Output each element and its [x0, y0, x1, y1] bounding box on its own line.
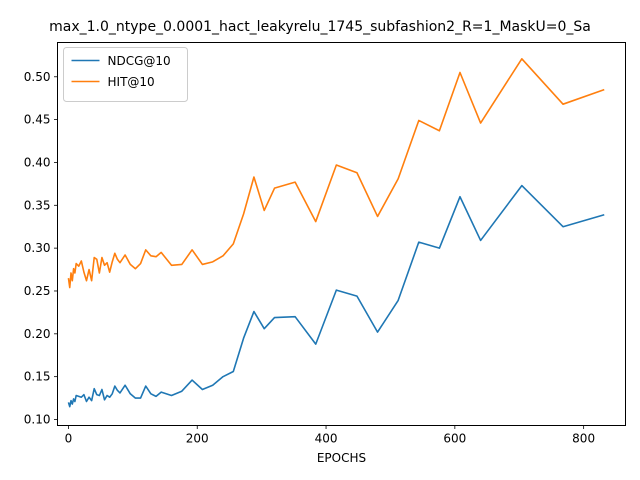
legend: NDCG@10 HIT@10 — [63, 47, 188, 102]
y-tick-label: 0.25 — [24, 284, 51, 298]
x-axis-label: EPOCHS — [317, 451, 366, 465]
x-axis: 0 200 400 600 800 — [65, 425, 595, 446]
y-tick-label: 0.40 — [24, 155, 51, 169]
y-axis: 0.10 0.15 0.20 0.25 0.30 0.35 0.40 0.45 0.50 — [24, 70, 58, 427]
x-tick-label: 800 — [572, 432, 595, 446]
x-tick-label: 200 — [186, 432, 209, 446]
y-tick-label: 0.10 — [24, 413, 51, 427]
series-line-hit-10 — [67, 57, 605, 289]
axes-frame — [57, 42, 626, 426]
y-tick-label: 0.20 — [24, 327, 51, 341]
y-tick-label: 0.30 — [24, 241, 51, 255]
x-tick-label: 0 — [65, 432, 73, 446]
chart-title: max_1.0_ntype_0.0001_hact_leakyrelu_1745… — [49, 19, 591, 35]
series-line-ndcg-10 — [67, 184, 605, 408]
y-tick-label: 0.35 — [24, 198, 51, 212]
legend-label: NDCG@10 — [108, 54, 171, 68]
plot-area — [67, 57, 605, 408]
y-tick-label: 0.45 — [24, 113, 51, 127]
x-tick-label: 600 — [443, 432, 466, 446]
legend-label: HIT@10 — [108, 75, 155, 89]
x-tick-label: 400 — [315, 432, 338, 446]
y-tick-label: 0.50 — [24, 70, 51, 84]
y-tick-label: 0.15 — [24, 370, 51, 384]
